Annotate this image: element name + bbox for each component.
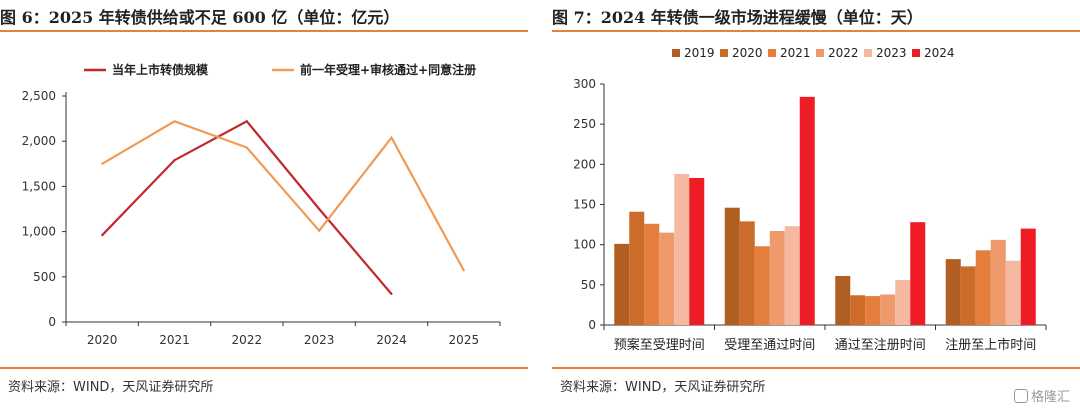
left-x-tick-label: 2023 [304,333,335,347]
watermark: 格隆汇 [1013,386,1070,405]
right-y-tick-label: 250 [573,117,596,131]
right-bar-2019 [724,207,740,325]
right-bar-2022 [769,231,785,325]
right-bar-2022 [990,239,1006,325]
right-legend-label: 2022 [828,46,859,60]
left-x-tick-label: 2022 [232,333,263,347]
left-data-point [245,146,248,149]
right-bar-chart: 0 50 100 150 200 250 300 预案至受理时间 受理至通过时间 通过至注册时间 注… [573,46,1047,353]
right-legend-swatch [720,49,728,57]
right-chart-title: 图 7：2024 年转债一级市场进程缓慢（单位：天） [552,8,923,27]
right-bottom-rule [552,367,1080,369]
right-bar-2021 [644,223,660,325]
left-top-rule [0,30,528,32]
left-bottom-rule [0,367,528,369]
left-x-tick-label: 2021 [159,333,190,347]
right-bar-2021 [754,246,770,325]
left-y-tick-label: 2,000 [22,134,56,148]
left-data-point [101,234,104,237]
right-legend-swatch [912,49,920,57]
right-bar-2023 [895,280,911,325]
right-legend-swatch [864,49,872,57]
right-bar-2022 [880,294,896,325]
left-data-point [318,208,321,210]
right-bar-2021 [865,296,881,325]
right-legend-label: 2021 [780,46,811,60]
right-bar-2022 [659,232,675,325]
left-y-tick-label: 1,000 [22,225,56,239]
left-y-tick-label: 2,500 [22,89,56,103]
left-y-tick-label: 0 [48,315,56,329]
right-x-tick-label: 通过至注册时间 [835,338,926,353]
right-y-tick-label: 50 [581,278,596,292]
right-bar-2020 [960,266,976,325]
left-data-point [390,292,393,295]
right-bar-2020 [850,295,866,325]
right-x-tick-label: 受理至通过时间 [724,338,815,353]
left-y-tick-label: 500 [33,270,56,284]
right-bar-2019 [945,259,961,325]
right-bar-2021 [975,250,991,325]
right-legend-swatch [672,49,680,57]
right-legend-swatch [816,49,824,57]
right-y-tick-label: 100 [573,238,596,252]
right-panel: 图 7：2024 年转债一级市场进程缓慢（单位：天） 0 50 100 150 200 2… [552,0,1080,411]
right-bar-2024 [910,222,926,325]
left-data-point [318,229,321,232]
right-bar-2023 [674,173,690,325]
right-source-note: 资料来源：WIND，天风证券研究所 [560,380,766,395]
left-legend-label: 当年上市转债规模 [112,62,209,77]
right-legend-label: 2024 [924,46,955,60]
watermark-logo-icon [1013,388,1028,403]
right-x-tick-label: 注册至上市时间 [945,337,1036,353]
right-top-rule [552,30,1080,32]
left-data-point [390,136,393,139]
right-bar-2024 [799,96,815,325]
left-source-note: 资料来源：WIND，天风证券研究所 [8,380,214,395]
right-x-tick-label: 预案至受理时间 [614,338,705,353]
right-y-tick-label: 200 [573,157,596,171]
right-legend-swatch [768,49,776,57]
left-x-tick-label: 2025 [449,333,480,347]
right-bar-2024 [1020,228,1036,325]
left-x-tick-label: 2020 [87,333,118,347]
right-legend-label: 2019 [684,46,715,60]
left-series-line-2 [101,120,465,272]
left-panel: 图 6：2025 年转债供给或不足 600 亿（单位：亿元） 0 500 1,000… [0,0,528,411]
left-line-chart: 0 500 1,000 1,500 2,000 2,500 2020 2021 2022 2023… [22,62,501,347]
left-data-point [101,162,104,165]
left-x-tick-label: 2024 [376,333,407,347]
left-data-point [245,120,248,123]
right-bar-2023 [784,226,800,325]
left-y-tick-label: 1,500 [22,179,56,193]
right-bar-2020 [629,211,645,325]
right-bar-2024 [689,177,705,325]
right-bar-2020 [739,221,755,325]
left-data-point [173,159,176,162]
left-data-point [462,269,465,272]
left-legend-label: 前一年受理+审核通过+同意注册 [300,62,476,77]
watermark-text: 格隆汇 [1030,390,1070,405]
right-bar-2023 [1005,260,1021,325]
right-y-tick-label: 0 [588,318,596,332]
right-bar-2019 [614,243,630,325]
right-y-tick-label: 300 [573,77,596,91]
left-chart-title: 图 6：2025 年转债供给或不足 600 亿（单位：亿元） [0,8,400,27]
right-legend-label: 2020 [732,46,763,60]
right-legend-label: 2023 [876,46,907,60]
left-data-point [173,120,176,123]
right-y-tick-label: 150 [573,198,596,212]
right-bar-2019 [835,275,851,325]
